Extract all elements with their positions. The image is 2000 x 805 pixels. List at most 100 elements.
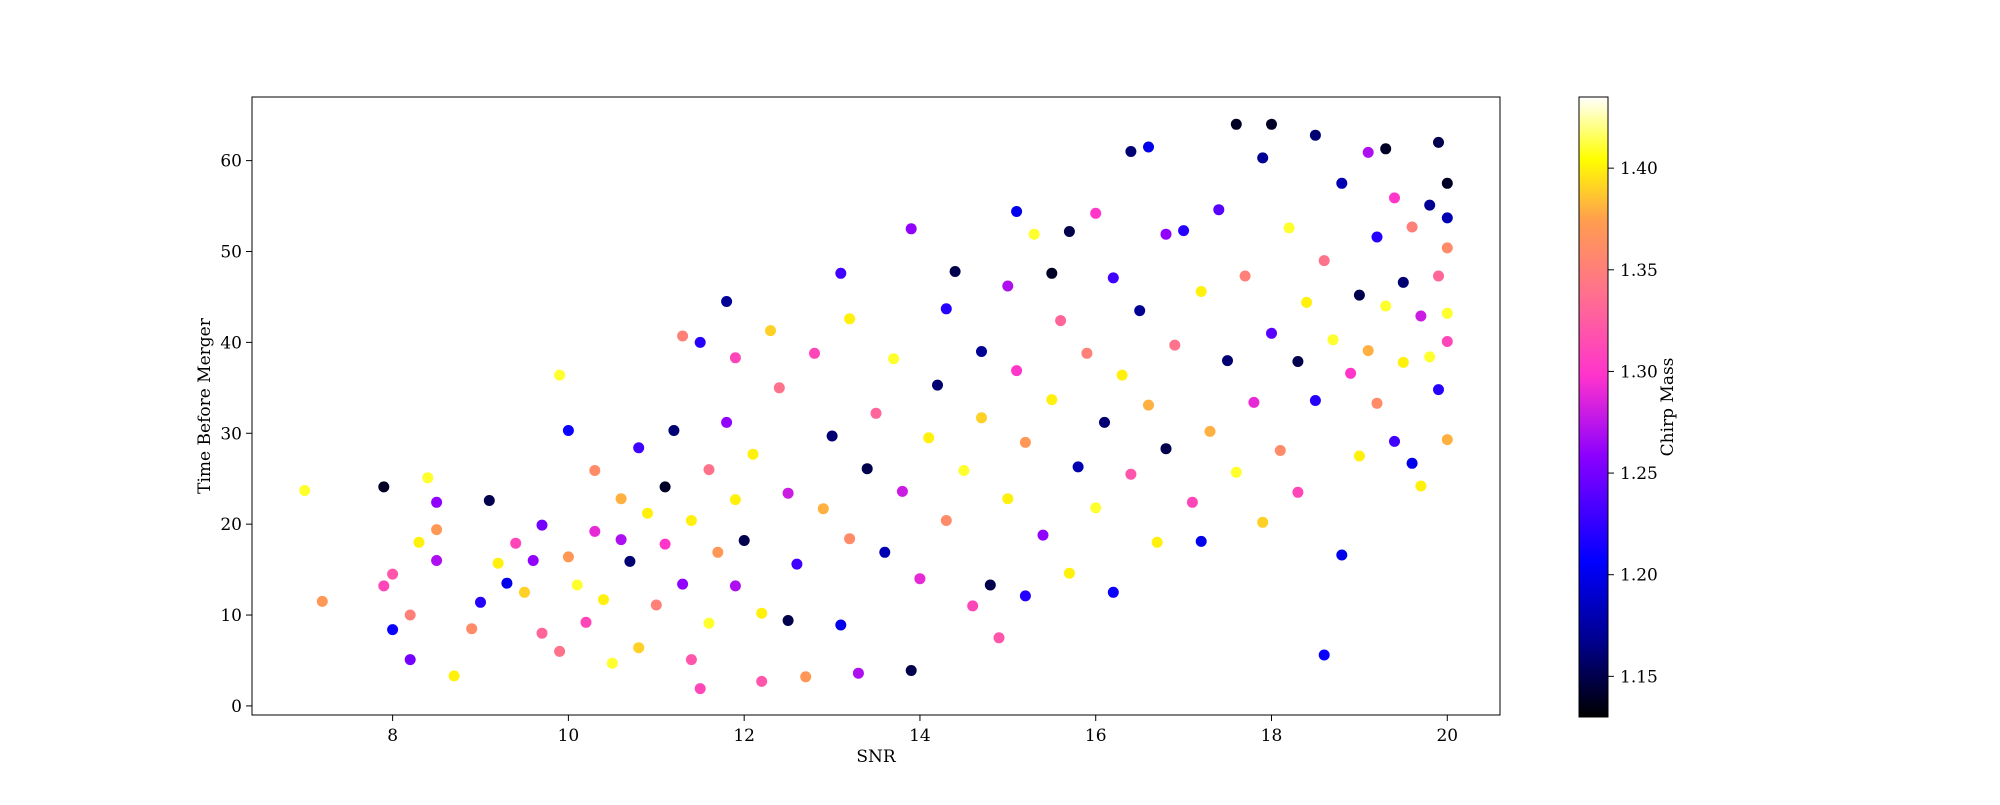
data-point: [1371, 231, 1383, 243]
data-point: [1099, 416, 1110, 428]
data-point: [993, 632, 1005, 644]
data-point: [580, 616, 592, 628]
data-point: [958, 465, 970, 476]
data-point: [378, 580, 390, 592]
data-point: [1213, 204, 1225, 216]
data-point: [1266, 118, 1277, 130]
data-point: [844, 533, 856, 545]
data-point: [1336, 177, 1348, 189]
data-point: [1090, 502, 1102, 514]
x-tick-label: 10: [558, 726, 580, 746]
data-point: [1318, 649, 1330, 661]
data-point: [1389, 192, 1400, 204]
data-point: [1002, 493, 1014, 505]
data-point: [1046, 394, 1058, 406]
data-point: [1345, 367, 1357, 379]
data-point: [835, 619, 847, 631]
data-point: [1230, 118, 1242, 130]
data-point: [483, 495, 495, 506]
data-point: [448, 670, 460, 682]
data-point: [729, 580, 741, 592]
data-point: [1266, 327, 1277, 339]
data-point: [615, 493, 627, 505]
y-tick-label: 50: [220, 243, 242, 263]
data-point: [870, 407, 882, 419]
data-point: [712, 546, 724, 558]
data-point: [729, 352, 741, 364]
colorbar-tick-label: 1.30: [1620, 362, 1658, 382]
data-point: [949, 266, 961, 277]
data-point: [1274, 445, 1286, 456]
data-point: [1028, 228, 1040, 240]
data-point: [1037, 529, 1049, 541]
data-point: [1222, 355, 1233, 367]
data-point: [1107, 272, 1119, 284]
colorbar-tick-label: 1.35: [1620, 261, 1658, 281]
data-point: [1125, 468, 1137, 480]
data-point: [642, 507, 653, 519]
data-point: [800, 671, 812, 683]
data-point: [1433, 384, 1444, 396]
data-point: [685, 654, 697, 666]
data-point: [835, 267, 847, 279]
data-point: [817, 503, 829, 515]
data-point: [431, 555, 443, 566]
data-point: [571, 579, 583, 591]
y-axis: 0 10 20 30 40 50 60: [220, 152, 252, 717]
data-point: [1309, 129, 1321, 141]
data-point: [422, 472, 434, 484]
data-point: [914, 573, 926, 585]
data-point: [1292, 356, 1304, 367]
data-point: [1397, 356, 1409, 368]
data-point: [677, 330, 689, 342]
plot-frame: [251, 96, 1501, 716]
y-tick-label: 30: [220, 424, 242, 444]
data-point: [1257, 152, 1269, 164]
data-point: [1204, 425, 1216, 437]
colorbar: [1578, 96, 1609, 718]
data-point: [747, 448, 759, 460]
data-point: [1406, 457, 1418, 469]
colorbar-tick-label: 1.40: [1620, 159, 1658, 179]
x-tick-label: 8: [387, 726, 398, 746]
x-tick-label: 16: [1085, 726, 1107, 746]
colorbar-label: Chirp Mass: [1658, 358, 1678, 457]
data-point: [1143, 141, 1154, 153]
x-axis-label: SNR: [856, 747, 897, 767]
data-point: [606, 657, 618, 669]
data-point: [1072, 461, 1084, 473]
x-tick-label: 18: [1261, 726, 1283, 746]
data-point: [527, 555, 539, 566]
data-point: [703, 617, 715, 629]
data-point: [1318, 255, 1330, 267]
data-point: [976, 346, 987, 357]
data-point: [1055, 315, 1067, 327]
data-point: [765, 325, 776, 337]
data-point: [809, 347, 820, 359]
data-point: [694, 336, 706, 348]
data-point: [1151, 536, 1163, 548]
data-point: [1362, 146, 1374, 158]
data-point: [659, 481, 671, 493]
data-point: [1353, 450, 1365, 462]
data-point: [519, 586, 530, 598]
data-point: [1380, 143, 1392, 155]
data-point: [791, 558, 803, 570]
data-point: [1019, 436, 1031, 448]
data-point: [773, 382, 785, 394]
data-point: [967, 600, 979, 612]
data-point: [413, 536, 425, 548]
data-point: [492, 557, 504, 569]
data-point: [1248, 396, 1260, 408]
data-point: [1353, 289, 1365, 301]
data-point: [721, 296, 733, 307]
data-point: [299, 485, 311, 496]
data-point: [387, 624, 399, 636]
data-point: [668, 425, 680, 436]
data-point: [888, 353, 900, 365]
y-tick-label: 0: [231, 697, 242, 717]
data-point: [1239, 270, 1251, 282]
data-point: [624, 555, 636, 567]
data-point: [404, 609, 416, 621]
